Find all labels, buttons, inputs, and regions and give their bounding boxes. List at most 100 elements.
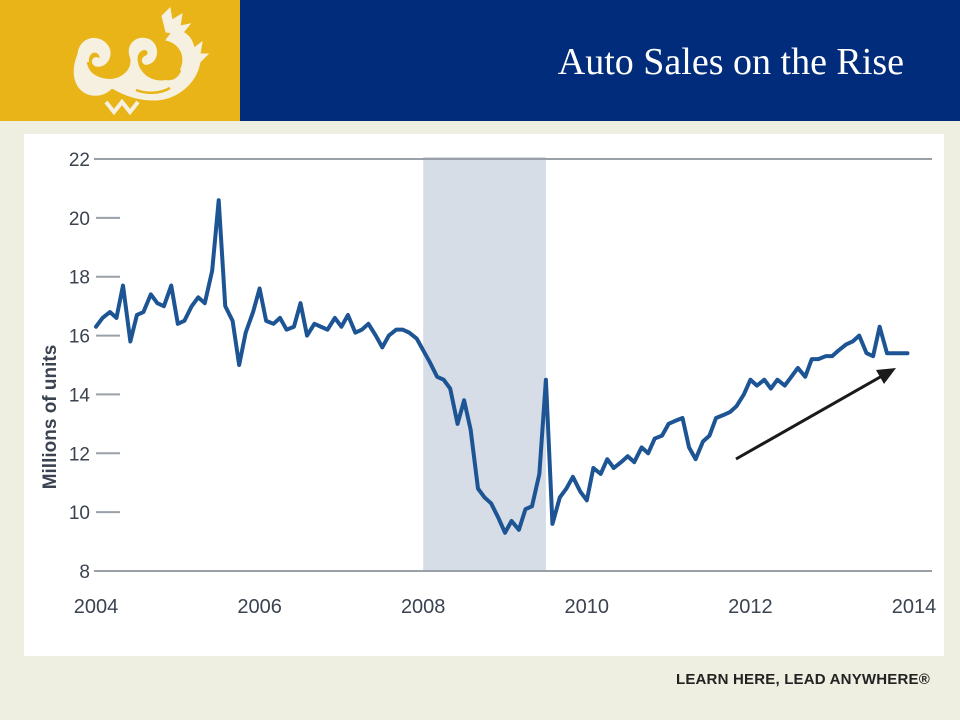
data-point [339, 325, 343, 329]
y-tick-label: 18 [69, 268, 90, 289]
y-tick-label: 14 [69, 385, 91, 406]
trend-arrowhead [876, 368, 896, 384]
data-point [591, 466, 595, 470]
x-tick-label: 2014 [892, 596, 937, 618]
data-point [141, 310, 145, 314]
gridlines [94, 158, 932, 572]
data-point [162, 304, 166, 308]
header-band: Auto Sales on the Rise [240, 0, 960, 121]
series-line [94, 198, 910, 535]
data-point [851, 339, 855, 343]
data-point [653, 437, 657, 441]
data-point [558, 495, 562, 499]
data-point [742, 392, 746, 396]
y-tick-label: 8 [79, 562, 90, 583]
data-point [503, 531, 507, 535]
data-point [272, 322, 276, 326]
data-point [905, 351, 909, 355]
data-point [353, 331, 357, 335]
data-point [223, 304, 227, 308]
data-point [865, 351, 869, 355]
data-point [489, 501, 493, 505]
data-point [660, 434, 664, 438]
data-point [135, 313, 139, 317]
data-point [312, 322, 316, 326]
data-point [673, 419, 677, 423]
data-point [346, 313, 350, 317]
data-point [734, 404, 738, 408]
y-axis-title: Millions of units [40, 345, 61, 490]
data-point [824, 354, 828, 358]
data-point [366, 322, 370, 326]
data-point [775, 378, 779, 382]
data-point [108, 310, 112, 314]
y-tick-label: 10 [69, 503, 90, 524]
data-point [755, 384, 759, 388]
data-point [469, 428, 473, 432]
data-point [448, 387, 452, 391]
data-point [701, 440, 705, 444]
data-point [803, 375, 807, 379]
data-point [203, 301, 207, 305]
x-tick-label: 2004 [74, 596, 119, 618]
data-point [319, 325, 323, 329]
data-points [94, 198, 909, 535]
y-tick-label: 16 [69, 327, 90, 348]
data-point [476, 487, 480, 491]
data-point [285, 328, 289, 332]
data-point [325, 328, 329, 332]
header-logo-block [0, 0, 240, 121]
data-point [196, 295, 200, 299]
x-tick-label: 2008 [401, 596, 446, 618]
data-point [155, 301, 159, 305]
data-point [394, 328, 398, 332]
data-point [544, 378, 548, 382]
data-point [728, 410, 732, 414]
data-point [530, 504, 534, 508]
data-point [94, 325, 98, 329]
data-point [264, 319, 268, 323]
data-point [605, 457, 609, 461]
data-point [892, 351, 896, 355]
x-tick-label: 2012 [728, 596, 773, 618]
y-tick-label: 22 [69, 150, 90, 171]
data-point [305, 334, 309, 338]
data-point [360, 328, 364, 332]
data-point [523, 507, 527, 511]
data-point [237, 363, 241, 367]
data-point [878, 325, 882, 329]
data-point [537, 472, 541, 476]
data-point [640, 445, 644, 449]
data-point [687, 445, 691, 449]
data-point [626, 454, 630, 458]
y-tick-label: 20 [69, 209, 90, 230]
data-point [844, 342, 848, 346]
data-point [407, 331, 411, 335]
data-point [456, 422, 460, 426]
data-point [571, 475, 575, 479]
data-point [278, 316, 282, 320]
data-point [428, 360, 432, 364]
data-point [182, 319, 186, 323]
data-point [721, 413, 725, 417]
data-point [599, 472, 603, 476]
data-point [871, 354, 875, 358]
data-point [762, 378, 766, 382]
data-point [401, 328, 405, 332]
data-point [783, 384, 787, 388]
data-point [258, 286, 262, 290]
data-point [251, 310, 255, 314]
data-point [387, 334, 391, 338]
data-point [333, 316, 337, 320]
data-point [789, 375, 793, 379]
data-point [857, 334, 861, 338]
data-point [217, 198, 221, 202]
data-point [796, 366, 800, 370]
data-point [190, 304, 194, 308]
line-chart: 8 10 12 14 16 18 20 22 2004 2006 2008 2010 2012 2014… [40, 150, 937, 618]
trend-arrow [735, 370, 890, 461]
data-point [708, 434, 711, 438]
data-point [578, 490, 582, 494]
data-point [114, 316, 118, 320]
data-point [769, 387, 773, 391]
